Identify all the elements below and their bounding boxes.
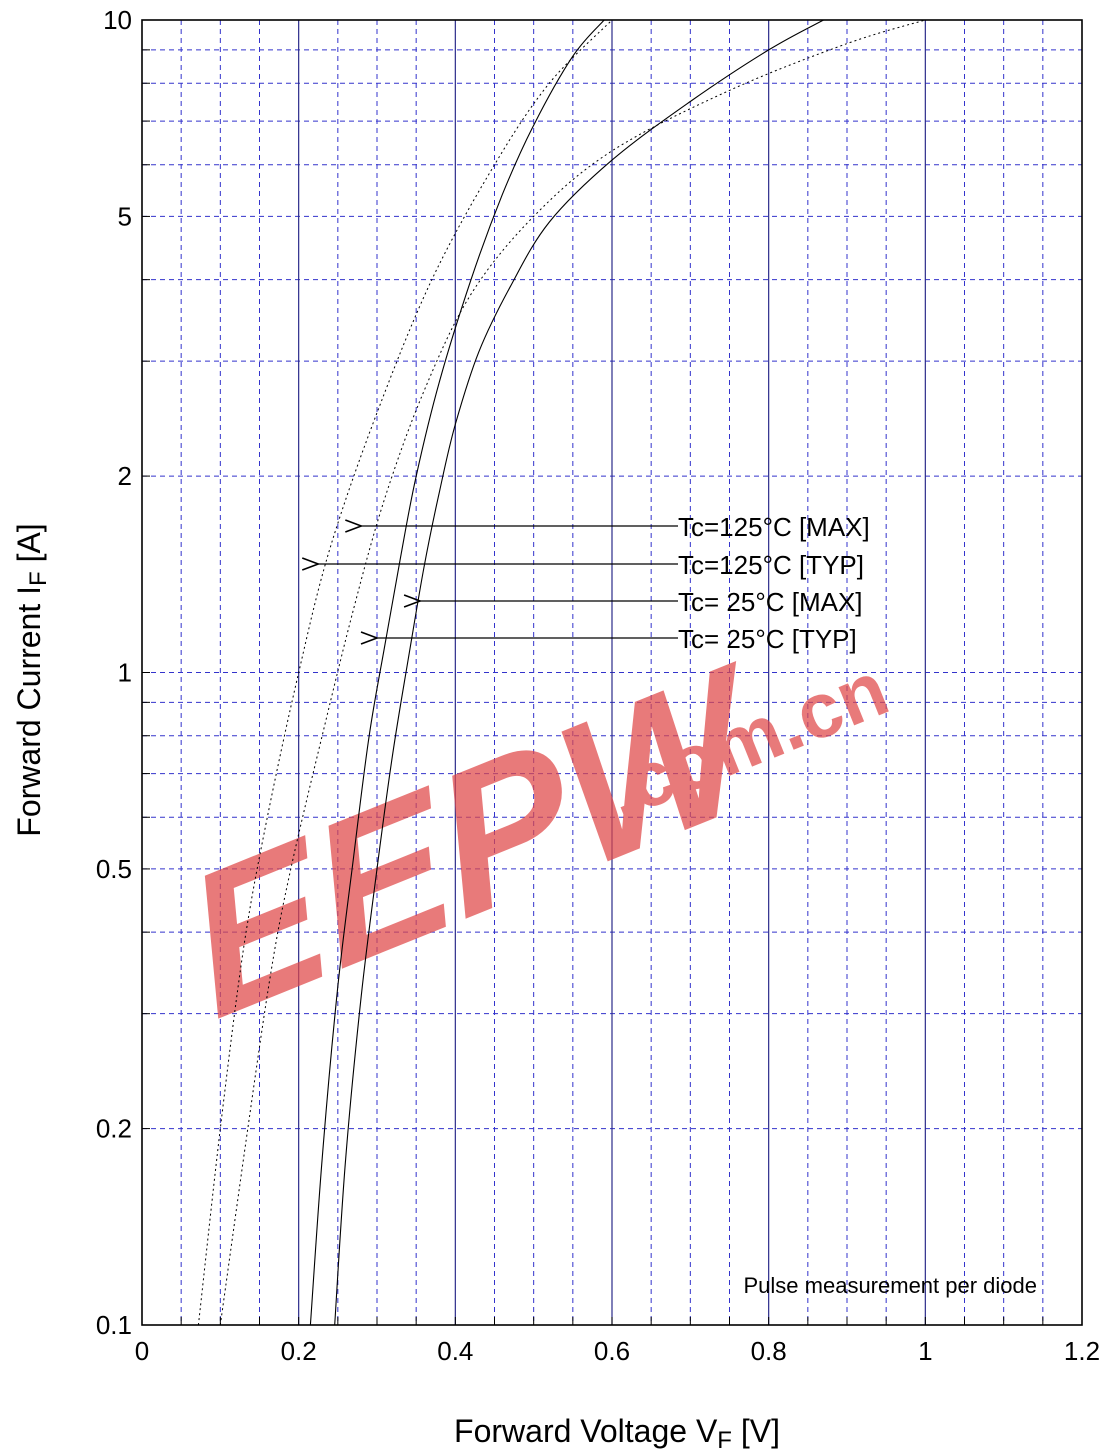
y-tick-label: 1 — [118, 658, 132, 688]
series-layer — [197, 19, 926, 1326]
series-line-1 — [197, 19, 613, 1326]
y-tick-label: 2 — [118, 461, 132, 491]
x-tick-label: 1 — [918, 1336, 932, 1366]
annotation-label: Tc=125°C [MAX] — [678, 512, 870, 542]
x-axis-title-unit: [V] — [732, 1413, 780, 1449]
x-tick-label: 0.6 — [594, 1336, 630, 1366]
y-tick-label: 0.2 — [96, 1114, 132, 1144]
y-axis-title-unit: [A] — [11, 523, 47, 571]
y-axis-title-subscript: F — [25, 571, 52, 586]
y-tick-label: 0.5 — [96, 854, 132, 884]
y-axis-title: Forward Current IF [A] — [11, 523, 52, 836]
series-line-2 — [334, 19, 824, 1326]
y-tick-label: 10 — [103, 5, 132, 35]
x-axis-title: Forward Voltage VF [V] — [454, 1413, 780, 1454]
annotation-layer: Tc=125°C [MAX] Tc=125°C [TYP] Tc= 25°C [MA… — [318, 512, 870, 654]
annotation-label: Tc= 25°C [MAX] — [678, 587, 863, 617]
watermark-logo: EEPW — [165, 619, 787, 1061]
x-tick-label: 0.8 — [751, 1336, 787, 1366]
annotation-label: Tc= 25°C [TYP] — [678, 624, 857, 654]
x-tick-label: 0.2 — [281, 1336, 317, 1366]
x-tick-label: 0.4 — [437, 1336, 473, 1366]
y-tick-label: 0.1 — [96, 1310, 132, 1340]
x-axis-title-main: Forward Voltage V — [454, 1413, 718, 1449]
y-axis-title-main: Forward Current I — [11, 586, 47, 837]
plot-frame — [141, 19, 1083, 1326]
y-tick-label: 5 — [118, 201, 132, 231]
x-tick-labels: 0 0.2 0.4 0.6 0.8 1 1.2 — [135, 1336, 1100, 1366]
pulse-measurement-note: Pulse measurement per diode — [744, 1273, 1038, 1298]
annotation-label: Tc=125°C [TYP] — [678, 550, 864, 580]
series-line-3 — [309, 19, 605, 1326]
series-line-0 — [219, 19, 926, 1326]
y-tick-labels: 0.1 0.2 0.5 1 2 5 10 — [96, 5, 132, 1340]
x-tick-label: 0 — [135, 1336, 149, 1366]
eepw-watermark: EEPW .com.cn — [165, 619, 900, 1061]
x-tick-label: 1.2 — [1064, 1336, 1100, 1366]
x-axis-title-subscript: F — [717, 1427, 732, 1454]
